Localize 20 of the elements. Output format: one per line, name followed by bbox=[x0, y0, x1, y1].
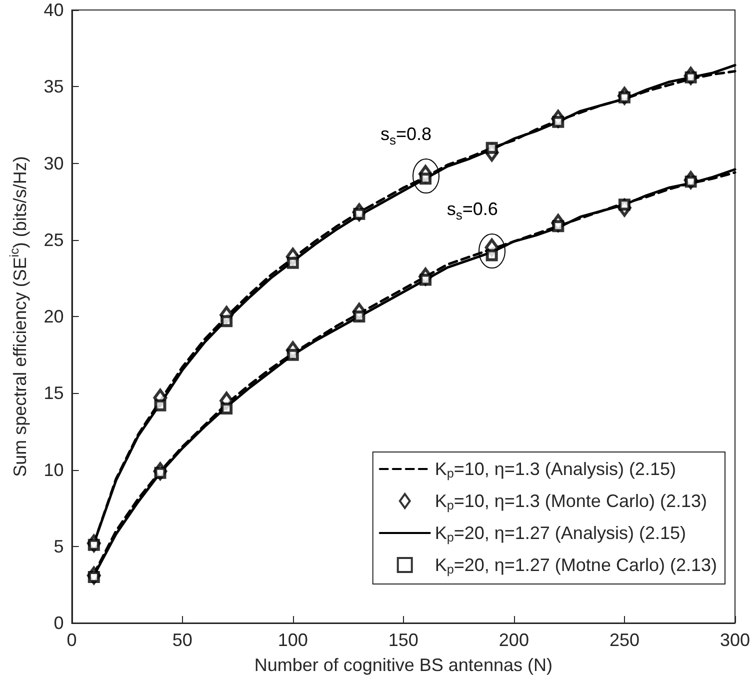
x-tick-label: 100 bbox=[278, 630, 308, 650]
annotation: s$_{s}$=0.8 bbox=[380, 124, 432, 148]
x-tick-label: 200 bbox=[498, 630, 529, 650]
y-tick-label: 10 bbox=[44, 460, 64, 480]
y-tick-label: 40 bbox=[44, 0, 64, 20]
y-tick-label: 15 bbox=[44, 383, 64, 404]
y-tick-label: 25 bbox=[44, 230, 64, 250]
y-tick-label: 5 bbox=[54, 536, 64, 556]
x-axis-title: Number of cognitive BS antennas (N) bbox=[254, 655, 552, 675]
x-tick-label: 50 bbox=[172, 630, 192, 650]
x-tick-label: 250 bbox=[609, 630, 640, 650]
annotation: s$_{s}$=0.6 bbox=[446, 198, 498, 222]
y-axis-title: Sum spectral efficiency (SEic) (bits/s/Hz) bbox=[8, 156, 30, 477]
x-tick-label: 300 bbox=[720, 630, 750, 650]
y-tick-label: 30 bbox=[44, 153, 64, 174]
x-tick-label: 0 bbox=[66, 630, 77, 650]
y-tick-label: 35 bbox=[44, 76, 64, 97]
y-tick-label: 20 bbox=[44, 306, 64, 326]
y-tick-label: 0 bbox=[54, 613, 64, 633]
x-tick-label: 150 bbox=[388, 630, 418, 650]
